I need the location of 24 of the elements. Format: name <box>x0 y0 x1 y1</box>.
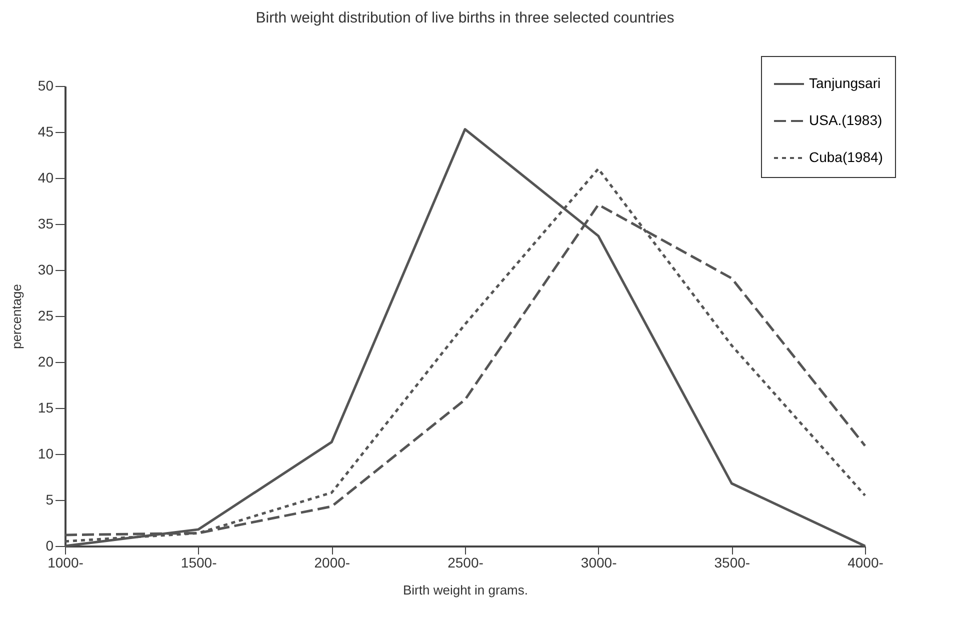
y-tick-label: 5 <box>46 492 54 508</box>
legend-label: USA.(1983) <box>809 112 882 128</box>
x-axis-title: Birth weight in grams. <box>403 582 528 598</box>
y-tick-label: 40 <box>38 170 54 186</box>
y-tick-label: 10 <box>38 446 54 462</box>
x-tick-label: 2000- <box>314 554 350 570</box>
y-tick-label: 20 <box>38 354 54 370</box>
y-tick-label: 30 <box>38 262 54 278</box>
y-axis-title: percentage <box>8 284 24 350</box>
legend-label: Tanjungsari <box>809 75 881 91</box>
y-tick-label: 50 <box>38 78 54 94</box>
y-tick-label: 35 <box>38 216 54 232</box>
y-tick-label: 0 <box>46 538 54 554</box>
y-tick-label: 15 <box>38 400 54 416</box>
x-tick-label: 3500- <box>714 554 750 570</box>
x-tick-label: 3000- <box>580 554 618 570</box>
legend-label: Cuba(1984) <box>809 149 883 165</box>
x-tick-label: 1000- <box>48 554 84 570</box>
chart-title: Birth weight distribution of live births in three selected countries <box>256 10 674 26</box>
x-tick-label: 1500- <box>180 554 218 570</box>
x-tick-label: 2500- <box>448 554 484 570</box>
y-tick-label: 45 <box>38 124 54 140</box>
y-tick-label: 25 <box>38 308 54 324</box>
x-tick-label: 4000- <box>848 554 884 570</box>
